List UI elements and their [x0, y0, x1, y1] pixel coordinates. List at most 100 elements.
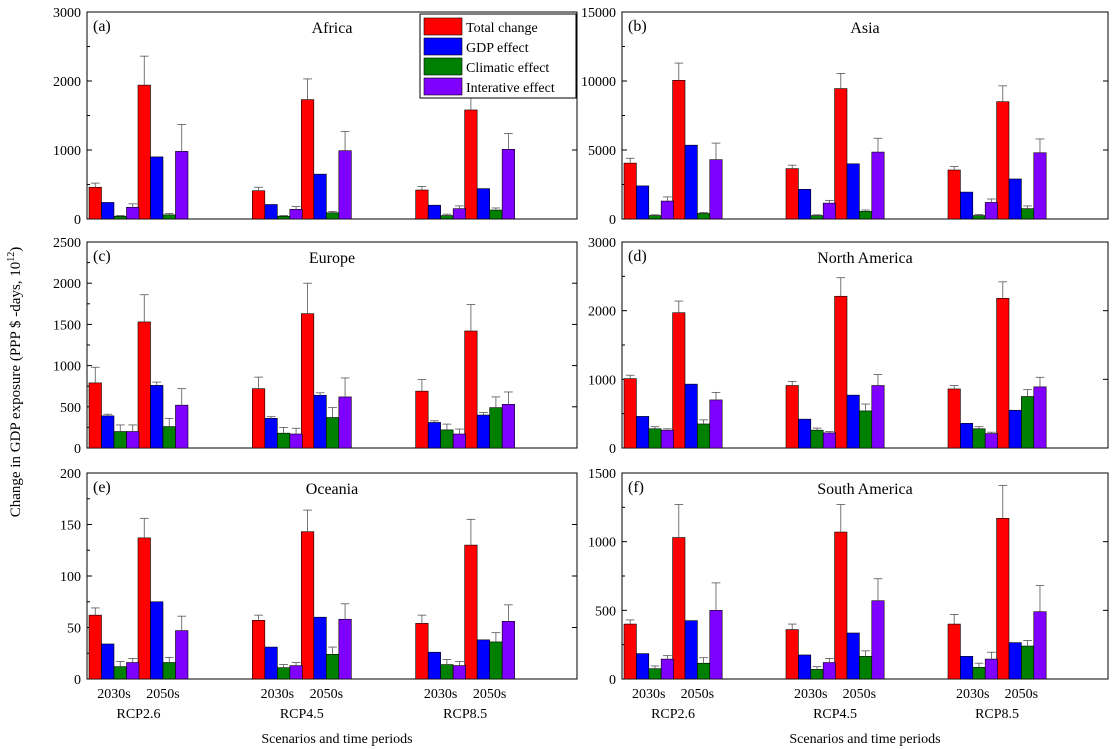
bar — [623, 378, 637, 449]
x-period-label: 2050s — [1005, 687, 1038, 702]
bar — [672, 312, 686, 449]
bar — [175, 404, 189, 449]
y-tick-label: 150 — [60, 519, 81, 534]
y-tick-label: 1000 — [588, 373, 616, 388]
y-tick-label: 10000 — [581, 75, 616, 90]
bar — [1033, 152, 1047, 220]
bar — [175, 630, 189, 680]
bar — [289, 209, 303, 220]
bar — [947, 623, 961, 680]
bar — [150, 385, 164, 449]
bar — [834, 295, 848, 449]
bar — [859, 656, 873, 680]
y-tick-label: 1000 — [588, 536, 616, 551]
bar — [137, 84, 151, 220]
bar — [464, 109, 478, 220]
bar — [126, 431, 140, 449]
x-period-label: 2030s — [261, 687, 294, 702]
bar — [162, 426, 176, 449]
bar — [697, 662, 711, 680]
legend-label: GDP effect — [466, 41, 529, 56]
x-scenario-label: RCP2.6 — [651, 707, 695, 722]
bar — [684, 383, 698, 449]
bar — [972, 428, 986, 449]
bar — [996, 298, 1010, 449]
chart-panel: 0 50 100 150 200 (e) Oceania 2030s 2050s RCP2.6 20… — [60, 467, 578, 722]
bar — [452, 665, 466, 680]
panel-letter: (d) — [628, 248, 647, 265]
bar — [846, 163, 860, 220]
y-tick-label: 1000 — [53, 144, 81, 159]
bar — [252, 388, 266, 449]
bar — [88, 614, 102, 680]
legend-swatch — [423, 37, 463, 56]
bar — [440, 215, 454, 220]
y-tick-label: 1000 — [53, 360, 81, 375]
bar — [1008, 642, 1022, 680]
x-period-label: 2050s — [473, 687, 506, 702]
bar — [440, 664, 454, 680]
y-tick-label: 0 — [74, 442, 81, 457]
bar — [697, 423, 711, 449]
bar — [684, 144, 698, 220]
bar — [464, 330, 478, 449]
bar — [277, 667, 291, 680]
bar — [984, 433, 998, 449]
bar — [972, 215, 986, 220]
bar — [101, 643, 115, 680]
y-tick-label: 0 — [74, 673, 81, 688]
bar — [489, 209, 503, 220]
bar — [623, 162, 637, 220]
bar — [126, 206, 140, 220]
panel-letter: (c) — [93, 248, 111, 265]
bar — [972, 667, 986, 680]
x-scenario-label: RCP8.5 — [443, 707, 487, 722]
y-tick-label: 1500 — [53, 318, 81, 333]
bar — [489, 641, 503, 680]
y-axis-label-exponent: 12 — [6, 252, 17, 262]
bar — [1008, 409, 1022, 449]
x-period-label: 2050s — [310, 687, 343, 702]
y-tick-label: 500 — [595, 604, 616, 619]
y-tick-label: 0 — [74, 213, 81, 228]
bar — [822, 202, 836, 220]
bar — [996, 518, 1010, 680]
x-scenario-label: RCP4.5 — [280, 707, 324, 722]
legend-label: Total change — [466, 21, 538, 36]
bar — [709, 610, 723, 680]
legend: Total change GDP effect Climatic effect Int… — [419, 13, 577, 99]
bar — [984, 658, 998, 680]
bar — [427, 204, 441, 220]
x-period-label: 2050s — [146, 687, 179, 702]
legend-swatch — [423, 17, 463, 36]
bar — [871, 600, 885, 680]
bar — [326, 417, 340, 449]
bar — [947, 169, 961, 220]
bar — [810, 215, 824, 220]
bar — [810, 429, 824, 449]
y-tick-label: 500 — [60, 401, 81, 416]
bar — [684, 620, 698, 680]
bar — [289, 665, 303, 680]
chart-panel: 0 5000 10000 15000 (b) Asia — [581, 6, 1109, 228]
bar — [289, 433, 303, 449]
x-period-label: 2030s — [632, 687, 665, 702]
bar — [427, 651, 441, 680]
y-tick-label: 50 — [67, 622, 81, 637]
bar — [301, 313, 315, 449]
bar — [672, 80, 686, 220]
bar — [960, 656, 974, 680]
bar — [440, 429, 454, 449]
bar — [709, 399, 723, 449]
bar — [1033, 611, 1047, 680]
bar — [785, 629, 799, 680]
bar — [101, 202, 115, 220]
bar — [476, 414, 490, 449]
x-period-label: 2050s — [843, 687, 876, 702]
y-axis-label-main: Change in GDP exposure (PPP $ -days, 10 — [8, 262, 24, 518]
bar — [636, 653, 650, 680]
bar — [859, 410, 873, 449]
bar — [88, 186, 102, 220]
bar — [834, 531, 848, 680]
bar — [162, 214, 176, 220]
